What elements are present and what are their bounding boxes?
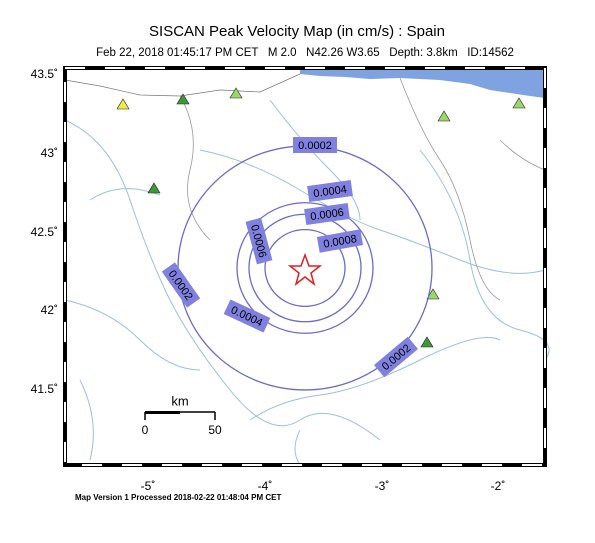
contour-label: 0.0004 (307, 180, 353, 202)
borders (179, 77, 546, 301)
contour-label-text: 0.0008 (323, 233, 358, 251)
contour-labels: 0.00020.00040.00060.00080.00060.00020.00… (161, 137, 418, 378)
lon-label: -2˚ (491, 479, 506, 493)
contour-label-box (223, 299, 271, 333)
footer: Map Version 1 Processed 2018-02-22 01:48… (75, 493, 281, 502)
lat-label: 42˚ (41, 303, 58, 317)
lat-label: 43.5˚ (31, 67, 58, 81)
lon-label: -3˚ (375, 479, 390, 493)
contour-label-text: 0.0006 (310, 207, 345, 224)
contour-label-box (316, 229, 364, 253)
contour-label-box (245, 217, 273, 265)
axes: 43.5˚ 43˚ 42.5˚ 42˚ 41.5˚ -5˚ -4˚ -3˚ -2˚ (31, 67, 506, 493)
contour-label-text: 0.0002 (298, 140, 332, 152)
land (65, 68, 545, 465)
title: SISCAN Peak Velocity Map (in cm/s) : Spa… (149, 23, 445, 40)
lat-label: 41.5˚ (31, 382, 58, 396)
scale-unit: km (171, 393, 188, 408)
contour-label-box (161, 262, 201, 308)
contour-label: 0.0006 (304, 203, 350, 225)
lat-label: 42.5˚ (31, 225, 58, 239)
contour-label-box (304, 203, 350, 225)
contour (236, 202, 374, 334)
scale-end: 50 (208, 423, 222, 437)
contour-label-box (293, 137, 337, 153)
lon-label: -5˚ (141, 479, 156, 493)
scale-bar: km 0 50 (142, 393, 222, 437)
contour-label-box (307, 180, 353, 202)
contour (264, 228, 346, 308)
sea (300, 68, 545, 98)
frame-dashes (64, 67, 546, 466)
contour-label: 0.0002 (293, 137, 337, 153)
epicenter (287, 252, 323, 286)
stations (116, 87, 526, 348)
lat-label: 43˚ (41, 146, 58, 160)
contour-label-text: 0.0004 (313, 184, 348, 201)
subtitle: Feb 22, 2018 01:45:17 PM CET M 2.0 N42.2… (96, 47, 514, 59)
contour-label-box (374, 336, 418, 378)
map-area: 0.00020.00040.00060.00080.00060.00020.00… (63, 66, 550, 467)
contour-label: 0.0008 (316, 229, 364, 253)
lon-label: -4˚ (258, 479, 273, 493)
rivers (64, 99, 550, 466)
scale-start: 0 (142, 423, 149, 437)
